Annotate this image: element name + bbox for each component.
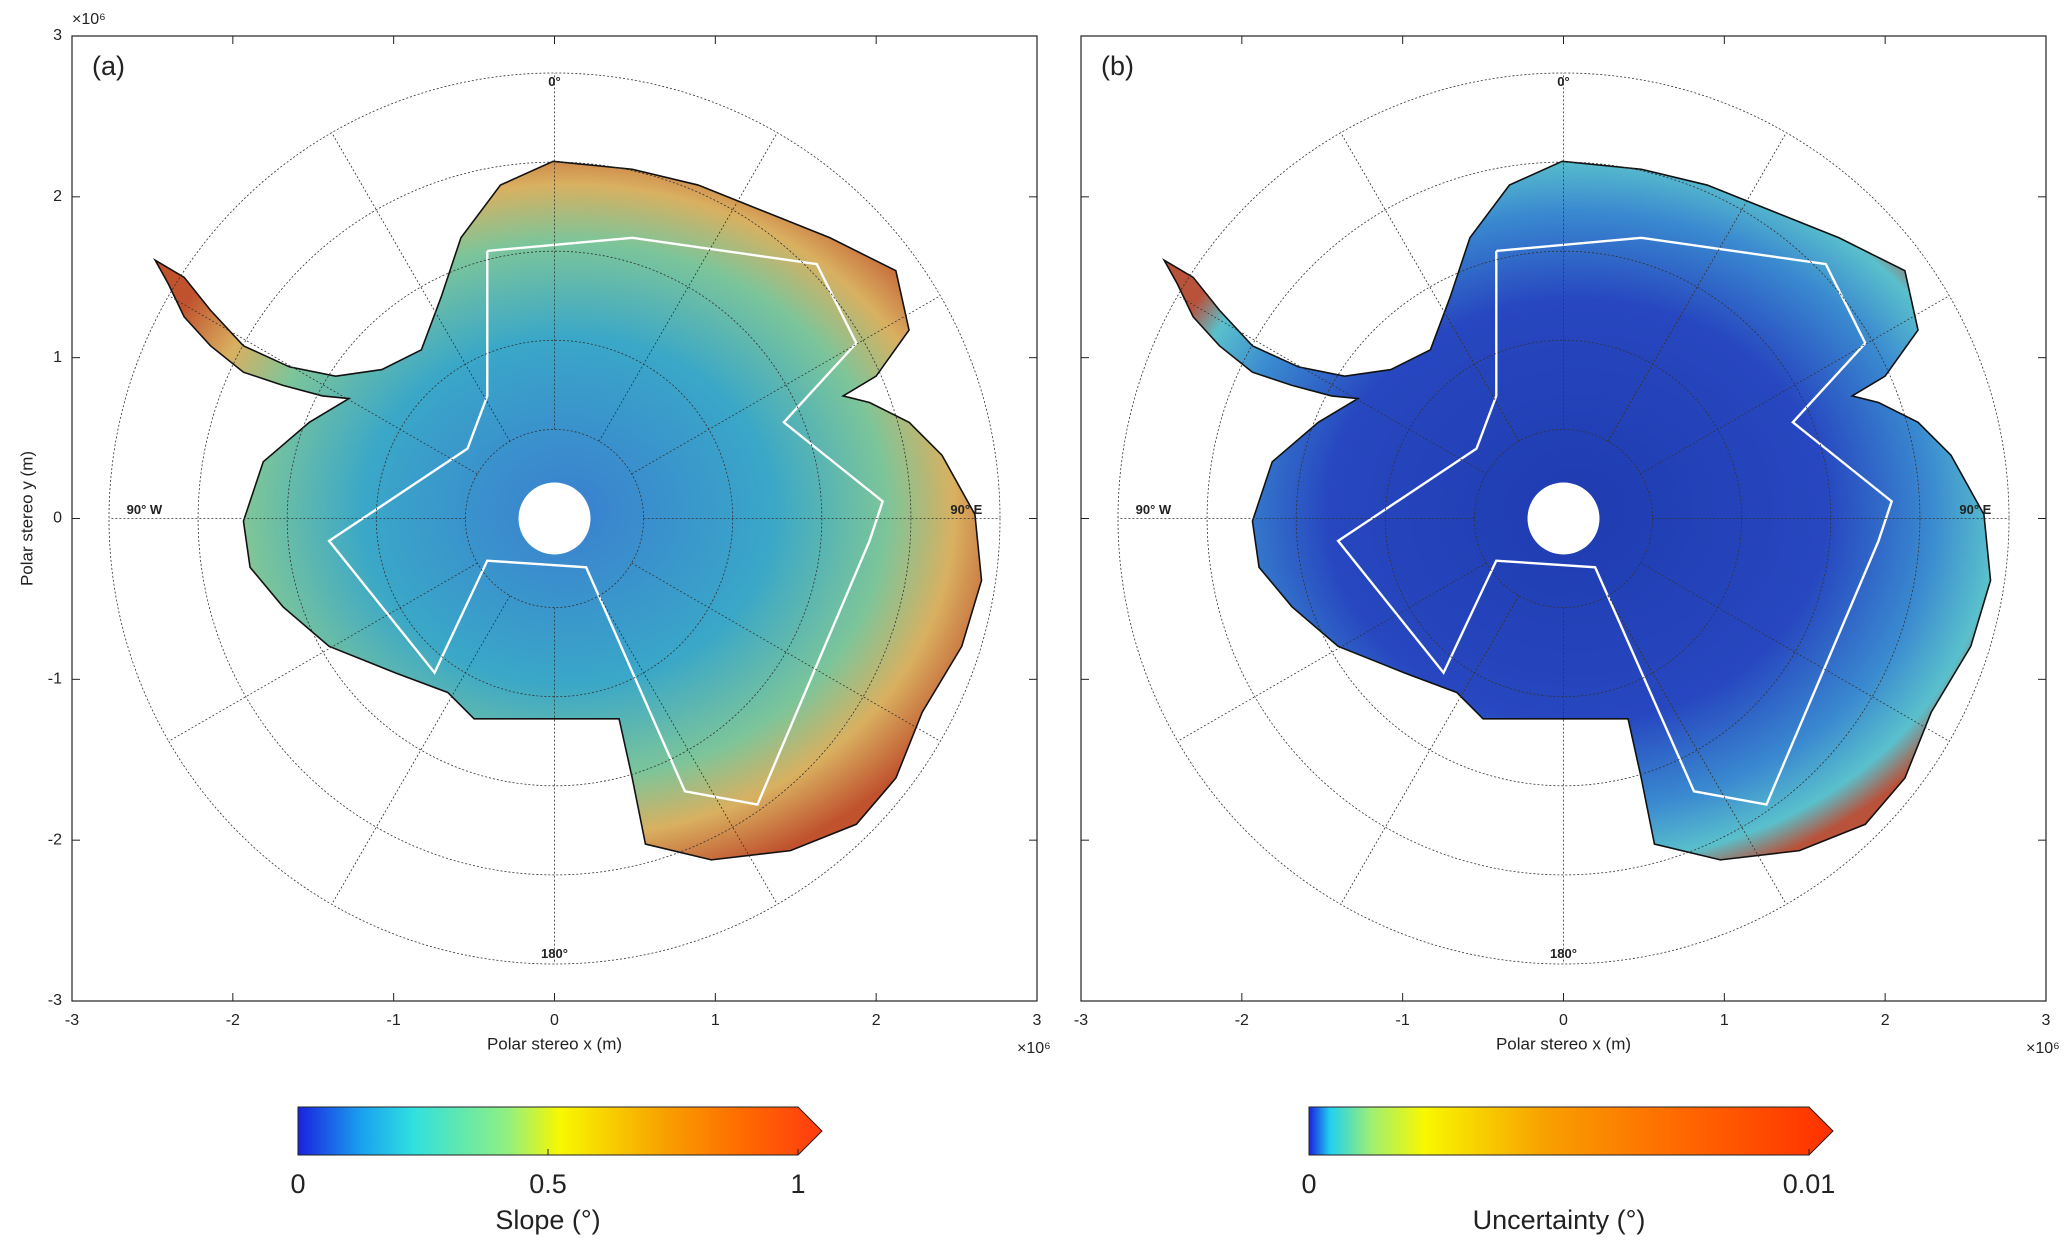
- x-tick-label: 1: [711, 1012, 720, 1029]
- meridian-label: 90° E: [1959, 502, 1991, 517]
- x-tick-label: -1: [1396, 1012, 1410, 1029]
- meridian-line: [1607, 595, 1787, 905]
- colorbar-tick-label: 0: [290, 1169, 305, 1199]
- meridian-line: [631, 295, 941, 475]
- meridian-line: [1340, 595, 1520, 905]
- meridian-label: 180°: [541, 946, 568, 961]
- colorbar-label: Uncertainty (°): [1473, 1205, 1646, 1235]
- meridian-line: [331, 132, 511, 442]
- meridian-line: [331, 595, 511, 905]
- graticule-circle: [197, 161, 912, 876]
- y-tick-label: 3: [53, 27, 62, 44]
- colorbar: [1308, 1106, 1834, 1156]
- colorbar-tick-label: 0.01: [1783, 1169, 1836, 1199]
- x-tick-label: 3: [2042, 1012, 2051, 1029]
- y-tick-label: 2: [53, 188, 62, 205]
- x-tick-label: 0: [550, 1012, 559, 1029]
- y-tick-label: 0: [53, 510, 62, 527]
- panel-label: (a): [92, 51, 125, 81]
- meridian-line: [1340, 132, 1520, 442]
- y-tick-label: 1: [53, 349, 62, 366]
- meridian-label: 180°: [1550, 946, 1577, 961]
- colorbar-label: Slope (°): [495, 1205, 600, 1235]
- x-tick-label: -3: [1074, 1012, 1088, 1029]
- x-tick-label: 2: [872, 1012, 881, 1029]
- map-panel: [1117, 72, 2010, 965]
- meridian-line: [1177, 295, 1487, 475]
- y-tick-label: -2: [48, 831, 62, 848]
- x-tick-label: -3: [65, 1012, 79, 1029]
- x-axis-label: Polar stereo x (m): [487, 1034, 622, 1053]
- x-axis-label: Polar stereo x (m): [1496, 1034, 1631, 1053]
- meridian-label: 90° W: [127, 502, 163, 517]
- meridian-line: [598, 595, 778, 905]
- x-tick-label: -2: [1235, 1012, 1249, 1029]
- x-tick-label: 3: [1033, 1012, 1042, 1029]
- meridian-label: 0°: [1557, 74, 1569, 89]
- meridian-line: [168, 295, 478, 475]
- panel-label: (b): [1101, 51, 1134, 81]
- meridian-line: [1607, 132, 1787, 442]
- x-tick-label: -1: [387, 1012, 401, 1029]
- graticule-circle: [1206, 161, 1921, 876]
- y-axis-label: Polar stereo y (m): [17, 451, 36, 586]
- x-tick-label: 2: [1881, 1012, 1890, 1029]
- pole-hole: [1527, 482, 1600, 555]
- meridian-label: 90° E: [950, 502, 982, 517]
- y-exponent: ×10⁶: [72, 11, 106, 28]
- meridian-line: [631, 562, 941, 742]
- x-exponent: ×10⁶: [1017, 1040, 1051, 1057]
- map-panel: [108, 72, 1001, 965]
- meridian-label: 0°: [548, 74, 560, 89]
- meridian-line: [1640, 562, 1950, 742]
- x-tick-label: 0: [1559, 1012, 1568, 1029]
- meridian-line: [168, 562, 478, 742]
- pole-hole: [518, 482, 591, 555]
- x-tick-label: -2: [226, 1012, 240, 1029]
- y-tick-label: -1: [48, 671, 62, 688]
- colorbar: [297, 1106, 823, 1156]
- meridian-line: [598, 132, 778, 442]
- meridian-line: [1640, 295, 1950, 475]
- meridian-line: [1177, 562, 1487, 742]
- x-tick-label: 1: [1720, 1012, 1729, 1029]
- colorbar-tick-label: 0.5: [529, 1169, 567, 1199]
- x-exponent: ×10⁶: [2026, 1040, 2060, 1057]
- y-tick-label: -3: [48, 992, 62, 1009]
- colorbar-tick-label: 1: [790, 1169, 805, 1199]
- colorbar-tick-label: 0: [1301, 1169, 1316, 1199]
- meridian-label: 90° W: [1136, 502, 1172, 517]
- graticule-circle: [286, 250, 823, 787]
